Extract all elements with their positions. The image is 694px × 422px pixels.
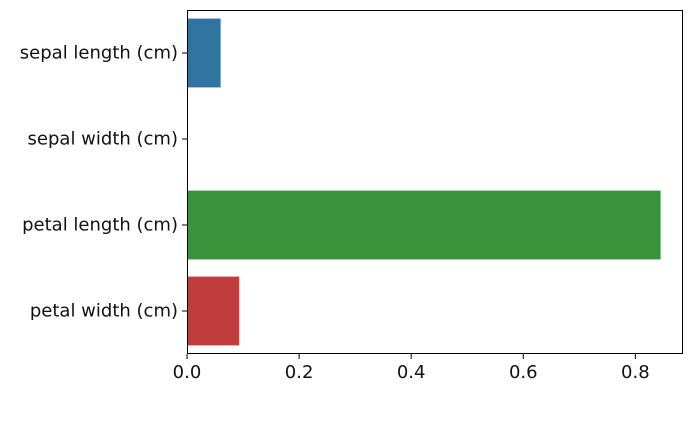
- plot-frame: [187, 10, 683, 354]
- bar-petal-length: [187, 190, 661, 260]
- y-tick-label-sepal-length: sepal length (cm): [20, 43, 178, 64]
- y-tick-label-petal-length: petal length (cm): [22, 215, 178, 236]
- bar-sepal-length: [187, 18, 221, 88]
- x-tick-label-1: 0.2: [285, 362, 314, 383]
- y-tick-label-sepal-width: sepal width (cm): [28, 129, 178, 150]
- x-ticks: 0.0 0.2 0.4 0.6 0.8: [173, 354, 650, 383]
- y-tick-labels: sepal length (cm) sepal width (cm) petal l…: [20, 43, 187, 322]
- x-tick-label-2: 0.4: [397, 362, 426, 383]
- x-tick-label-4: 0.8: [621, 362, 650, 383]
- y-tick-label-petal-width: petal width (cm): [30, 301, 178, 322]
- bar-petal-width: [187, 276, 240, 346]
- bars-layer: [187, 18, 661, 346]
- x-tick-label-0: 0.0: [173, 362, 202, 383]
- x-tick-label-3: 0.6: [509, 362, 538, 383]
